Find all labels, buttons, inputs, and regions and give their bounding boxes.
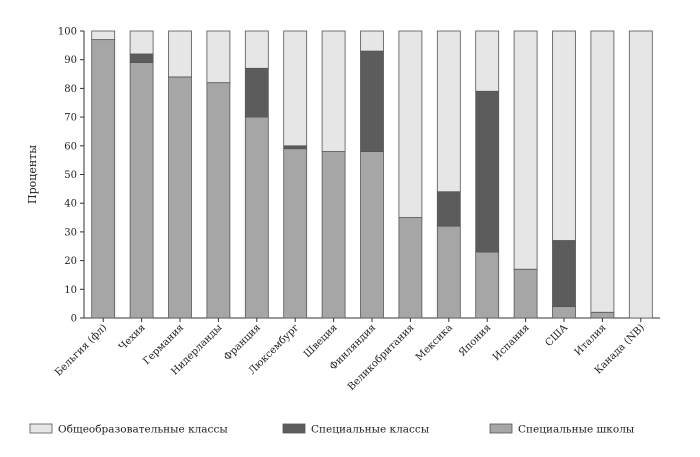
y-tick-label: 80 [64,84,77,95]
bar-segment [552,240,576,307]
bar-segment [552,30,576,241]
bar-segment [590,30,615,313]
bar-segment [360,30,384,52]
x-tick-label: Япония [457,322,493,358]
y-axis-label: Проценты [26,145,39,204]
bar-segment [244,67,269,118]
bar-segment [398,217,423,319]
y-tick-label: 50 [64,170,77,181]
bar-segment [360,50,384,152]
bar-segment [628,30,653,319]
x-tick-label: Великобритания [346,322,417,393]
y-tick-label: 60 [64,141,77,152]
x-tick-label: Бельгия (фл) [53,322,109,378]
bar-segment [244,116,269,319]
bar-segment [129,53,154,63]
bar-segment [436,191,461,227]
bar-segment [360,151,384,319]
bar-segment [283,148,308,319]
bar-segment [321,30,346,152]
bar-segment [283,30,308,147]
bar-segment [283,145,308,150]
bar-segment [321,151,346,319]
x-tick-label: Чехия [117,322,148,353]
y-tick-label: 40 [64,199,77,210]
legend: Общеобразовательные классы Специальные кл… [29,423,634,436]
bar-segment [129,30,154,55]
bar-segment [244,30,269,69]
bar-segment [398,30,423,218]
y-tick-label: 70 [64,113,77,124]
bar-segment [168,30,192,78]
legend-swatch [282,423,306,434]
x-tick-label: США [544,322,571,349]
x-tick-label: Италия [573,322,609,358]
y-tick-label: 10 [64,285,77,296]
x-tick-label: Испания [491,322,532,363]
bar-segment [513,268,538,319]
y-tick-label: 20 [64,256,77,267]
bar-segment [206,82,231,319]
bar-segment [552,306,576,319]
bar-segment [206,30,231,84]
legend-swatch [29,423,53,434]
x-tick-label: Мексика [414,322,455,363]
y-tick-label: 100 [58,27,77,38]
bar-segment [91,30,116,41]
x-tick-label: Швеция [302,322,340,360]
bar-segment [168,76,192,319]
legend-swatch [489,423,513,434]
bar-segment [436,30,461,193]
x-tick-label: Франция [222,322,263,363]
bar-segment [91,39,116,319]
bar-segment [475,90,500,253]
bar-segment [475,30,500,92]
legend-label: Специальные школы [518,424,634,436]
bar-segment [436,225,461,319]
bar-segment [513,30,538,270]
legend-label: Общеобразовательные классы [58,424,228,436]
y-tick-label: 30 [64,227,77,238]
bar-segment [129,62,154,319]
y-tick-label: 90 [64,55,77,66]
bar-segment [590,311,615,319]
y-tick-label: 0 [71,314,77,325]
legend-label: Специальные классы [311,424,429,436]
plot-area: 0 10 20 30 40 50 60 70 80 90 100 Проценты Бельгия (ф… [26,27,660,393]
bar-segment [475,251,500,319]
